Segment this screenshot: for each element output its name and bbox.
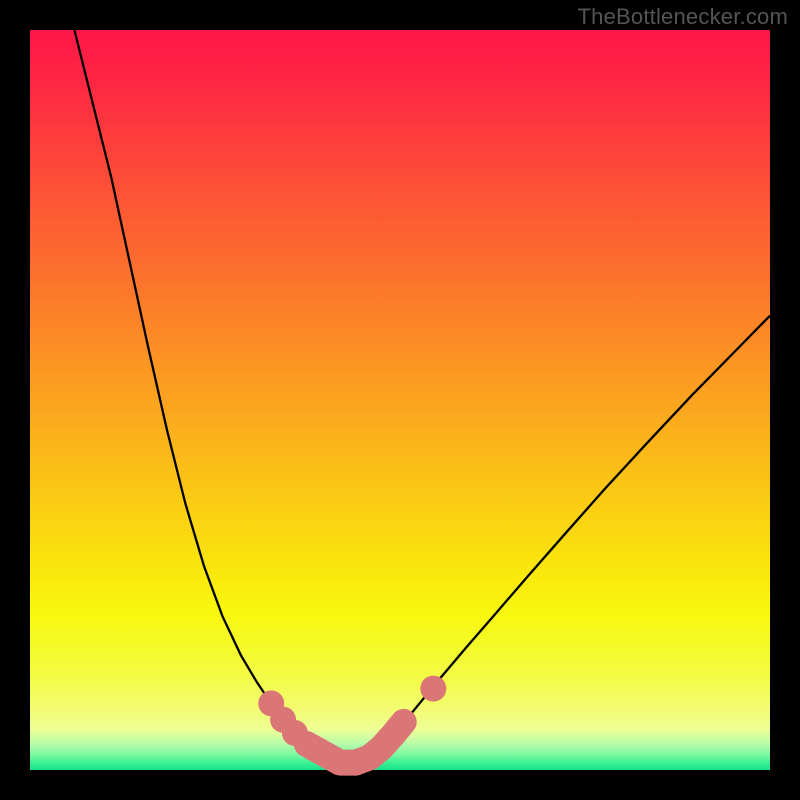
chart-svg xyxy=(0,0,800,800)
watermark-text: TheBottlenecker.com xyxy=(578,4,788,30)
marker-right-dot xyxy=(420,676,446,702)
chart-root: TheBottlenecker.com xyxy=(0,0,800,800)
marker-dot xyxy=(282,720,308,746)
plot-background-gradient xyxy=(30,30,770,770)
